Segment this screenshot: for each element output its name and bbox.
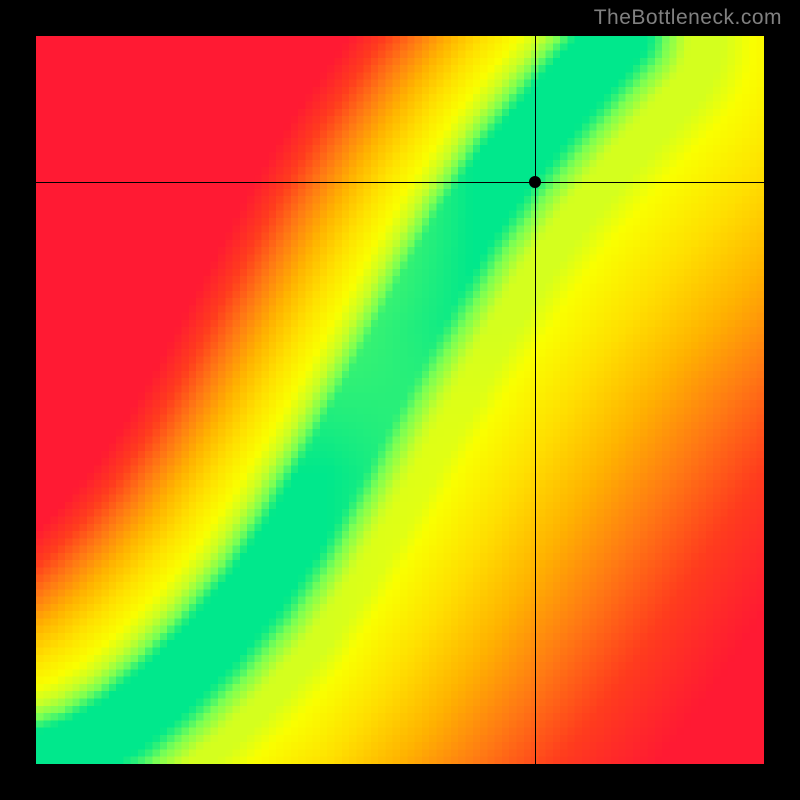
heatmap-chart [36, 36, 764, 764]
crosshair-marker [529, 176, 541, 188]
crosshair-vertical [535, 36, 536, 764]
heatmap-canvas [36, 36, 764, 764]
watermark-text: TheBottleneck.com [594, 6, 782, 30]
crosshair-horizontal [36, 182, 764, 183]
